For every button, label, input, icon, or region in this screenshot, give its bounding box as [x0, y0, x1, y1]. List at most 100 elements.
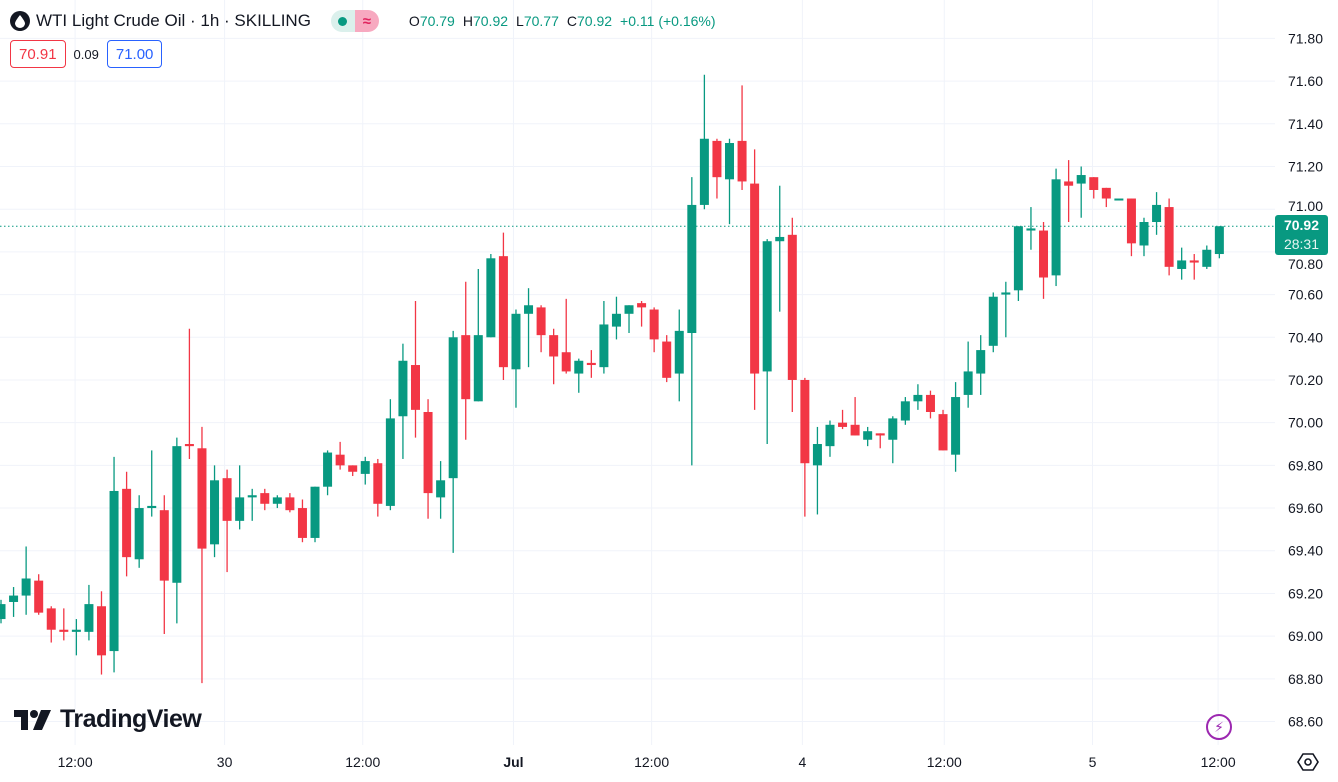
candle-up [172, 437, 182, 624]
lightning-icon[interactable]: ⚡ [1206, 714, 1232, 740]
candle-body [385, 418, 395, 506]
candle-body [197, 448, 207, 549]
candle-up [913, 384, 923, 410]
candle-up [863, 426, 873, 447]
candle-up [436, 461, 446, 519]
candle-body [825, 424, 835, 447]
candle-body [21, 578, 31, 596]
candle-down [787, 217, 797, 412]
candle-up [486, 254, 496, 338]
candle-body [0, 604, 6, 620]
low-label: L [516, 13, 524, 29]
candle-body [310, 486, 320, 538]
change-value: +0.11 (+0.16%) [620, 13, 716, 29]
price-tick-label: 69.00 [1288, 628, 1323, 644]
candle-body [687, 204, 697, 334]
candle-body [360, 461, 370, 474]
candle-down [925, 390, 935, 419]
candle-down [423, 399, 433, 519]
candle-up [988, 292, 998, 353]
candle-down [1164, 198, 1174, 276]
candle-up [1013, 226, 1023, 301]
symbol-title[interactable]: WTI Light Crude Oil · 1h · SKILLING [36, 11, 311, 30]
candle-body [1039, 230, 1049, 278]
sell-button[interactable]: 70.91 [10, 40, 66, 68]
ohlc-values: O70.79 H70.92 L70.77 C70.92 +0.11 (+0.16… [409, 13, 716, 29]
candle-body [84, 604, 94, 632]
candle-body [536, 307, 546, 336]
low-value: 70.77 [523, 13, 559, 29]
candle-up [1114, 198, 1124, 201]
candle-body [938, 414, 948, 451]
candle-down [938, 409, 948, 451]
candle-up [448, 330, 458, 553]
price-tick-label: 69.60 [1288, 500, 1323, 516]
tradingview-logo[interactable]: TradingView [14, 705, 202, 734]
candle-down [750, 149, 760, 410]
candle-body [812, 444, 822, 466]
candle-up [71, 619, 81, 656]
candle-down [222, 469, 232, 573]
candle-up [134, 495, 144, 568]
candle-down [875, 433, 885, 449]
candle-up [109, 456, 119, 673]
candle-body [235, 497, 245, 521]
candle-body [348, 465, 358, 472]
bar-countdown: 28:31 [1283, 236, 1320, 252]
candle-body [762, 241, 772, 372]
candle-body [436, 480, 446, 498]
candle-down [1039, 222, 1049, 299]
candle-down [586, 350, 596, 378]
candle-body [1202, 249, 1212, 267]
candle-body [725, 143, 735, 180]
approx-icon: ≈ [354, 10, 379, 32]
candle-down [285, 493, 295, 513]
candle-body [511, 313, 521, 370]
candle-down [838, 409, 848, 430]
market-status-pill[interactable]: ≈ [330, 10, 379, 32]
market-open-dot-icon [330, 10, 355, 32]
candle-down [498, 232, 508, 380]
candle-up [323, 450, 333, 496]
candle-body [1152, 204, 1162, 223]
candle-body [925, 394, 935, 412]
candle-body [96, 606, 106, 656]
candle-up [360, 456, 370, 485]
candle-body [1101, 187, 1111, 199]
price-axis[interactable]: 71.80 71.60 71.40 71.20 71.00 70.80 70.60 70.40… [1288, 30, 1323, 729]
candle-body [1076, 175, 1086, 184]
candle-up [699, 74, 709, 210]
candle-body [1114, 198, 1124, 201]
buy-button[interactable]: 71.00 [106, 40, 163, 68]
candle-body [1051, 179, 1061, 276]
candle-down [96, 591, 106, 675]
candle-down [1089, 177, 1099, 199]
time-axis[interactable]: 12:00 30 12:00 Jul 12:00 4 12:00 5 12:00 [58, 754, 1236, 770]
candle-body [524, 305, 534, 314]
candle-body [988, 296, 998, 346]
candle-up [1139, 217, 1149, 257]
candle-body [611, 313, 621, 327]
candle-body [71, 629, 81, 632]
high-label: H [462, 13, 473, 29]
time-tick-label: 30 [217, 754, 233, 770]
candle-down [461, 281, 471, 440]
candle-up [272, 495, 282, 509]
candle-body [285, 497, 295, 511]
price-tick-label: 69.40 [1288, 543, 1323, 559]
candle-body [775, 236, 785, 242]
candle-down [1126, 198, 1136, 257]
time-tick-label: Jul [503, 754, 523, 770]
time-tick-label: 5 [1089, 754, 1097, 770]
candle-down [1189, 254, 1199, 280]
candle-down [410, 300, 420, 438]
candle-up [385, 399, 395, 511]
candle-body [1013, 226, 1023, 291]
candle-up [762, 239, 772, 445]
settings-icon[interactable] [1297, 751, 1319, 773]
time-tick-label: 12:00 [634, 754, 669, 770]
time-tick-label: 4 [798, 754, 806, 770]
candle-body [210, 480, 220, 545]
grid [0, 0, 1275, 745]
